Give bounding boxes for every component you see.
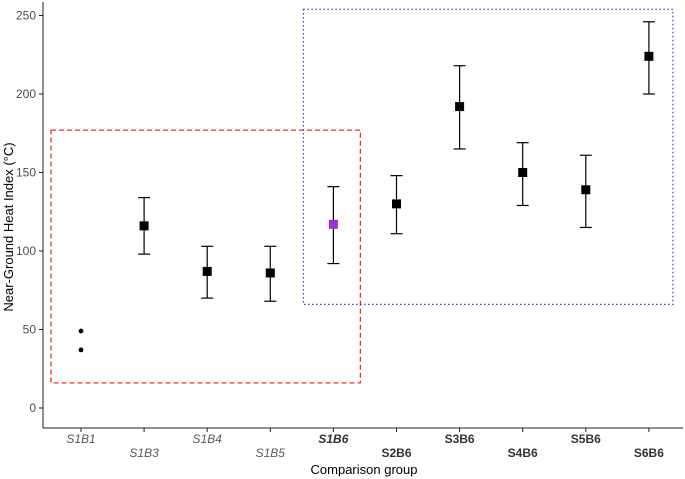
mean-marker xyxy=(265,268,275,278)
x-tick-label: S1B6 xyxy=(318,432,348,446)
x-tick-label: S4B6 xyxy=(508,446,538,460)
data-point xyxy=(78,347,84,353)
x-tick-label: S1B3 xyxy=(129,446,159,460)
mean-marker xyxy=(139,221,149,231)
tick-labels: 0 50 100 150 200 250 S1B1 S1B3 S1B4 S1B5 S1B6 S2B6 S… xyxy=(16,9,664,461)
data-point xyxy=(78,328,84,334)
x-tick-label: S1B1 xyxy=(66,432,95,446)
x-tick-label: S6B6 xyxy=(634,446,664,460)
mean-marker xyxy=(328,219,338,229)
x-axis-title: Comparison group xyxy=(311,462,418,477)
mean-marker xyxy=(518,168,528,177)
axes xyxy=(39,2,683,432)
highlight-boxes xyxy=(50,8,674,384)
data-marks xyxy=(78,21,655,353)
x-tick-label: S2B6 xyxy=(381,446,411,460)
x-tick-label: S1B4 xyxy=(193,432,223,446)
y-axis-title: Near-Ground Heat Index (°C) xyxy=(1,142,16,311)
mean-marker xyxy=(202,266,212,276)
x-tick-label: S3B6 xyxy=(445,432,475,446)
y-tick-label: 250 xyxy=(16,9,36,23)
x-tick-label: S1B5 xyxy=(256,446,286,460)
y-tick-label: 100 xyxy=(16,244,36,258)
y-tick-label: 150 xyxy=(16,166,36,180)
blue-dotted-box xyxy=(302,8,674,305)
x-tick-label: S5B6 xyxy=(571,432,601,446)
y-tick-label: 0 xyxy=(29,401,36,415)
mean-marker xyxy=(644,51,654,61)
mean-marker xyxy=(581,185,591,195)
y-tick-label: 200 xyxy=(16,87,36,101)
y-tick-label: 50 xyxy=(23,323,37,337)
mean-marker xyxy=(392,199,401,209)
red-dashed-box xyxy=(50,129,362,384)
mean-marker xyxy=(455,102,465,112)
